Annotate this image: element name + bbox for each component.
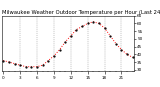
Text: Milwaukee Weather Outdoor Temperature per Hour (Last 24 Hours): Milwaukee Weather Outdoor Temperature pe…	[2, 10, 160, 15]
